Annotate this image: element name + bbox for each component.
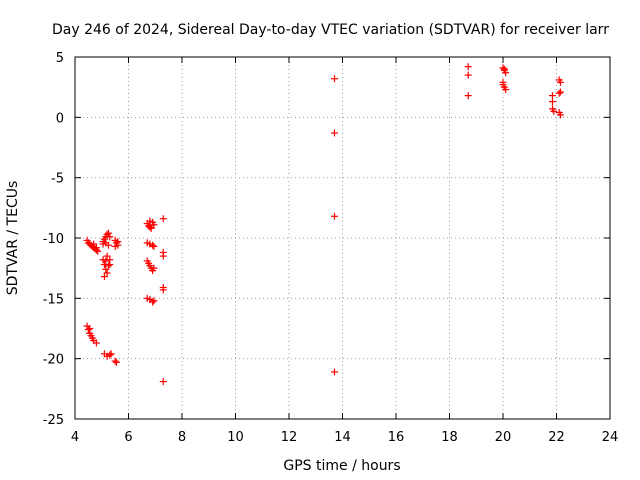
data-point <box>103 252 111 260</box>
data-point <box>159 378 167 386</box>
data-point <box>94 247 102 255</box>
data-point <box>104 262 112 270</box>
data-point <box>555 89 563 97</box>
data-point <box>557 111 565 119</box>
data-point <box>111 242 119 250</box>
y-tick-label: 0 <box>56 111 64 126</box>
data-point <box>100 273 108 281</box>
chart-title: Day 246 of 2024, Sidereal Day-to-day VTE… <box>52 22 609 38</box>
x-tick-label: 10 <box>227 430 244 445</box>
y-tick-label: -10 <box>43 232 64 247</box>
data-point <box>159 215 167 223</box>
data-point <box>147 224 155 232</box>
data-point <box>548 92 556 100</box>
data-point <box>464 71 472 79</box>
data-point <box>557 88 565 96</box>
y-tick-label: 5 <box>56 51 64 66</box>
x-tick-label: 20 <box>495 430 512 445</box>
data-point <box>102 257 110 265</box>
data-point <box>150 264 158 272</box>
data-point <box>502 86 510 94</box>
y-tick-label: -15 <box>43 292 64 307</box>
data-point <box>500 65 508 73</box>
data-point <box>111 357 119 365</box>
data-point <box>150 221 158 229</box>
x-tick-label: 12 <box>281 430 298 445</box>
data-point <box>107 350 115 358</box>
data-point <box>112 358 120 366</box>
axis-ticks: 4 6 8 10 12 14 16 18 20 22 24 -25 -20 -15 -10 -5 0 5 <box>43 51 619 445</box>
data-point <box>104 241 112 249</box>
y-tick-label: -25 <box>43 413 64 428</box>
data-points <box>83 63 565 386</box>
data-point <box>84 326 92 334</box>
x-tick-label: 18 <box>441 430 458 445</box>
data-point <box>102 265 110 273</box>
x-tick-label: 22 <box>548 430 565 445</box>
data-point <box>330 129 338 137</box>
data-point <box>149 241 157 249</box>
data-point <box>92 244 100 252</box>
data-point <box>146 223 154 231</box>
data-point <box>106 351 114 359</box>
data-point <box>550 107 558 115</box>
data-point <box>149 298 157 306</box>
x-tick-label: 4 <box>71 430 79 445</box>
data-point <box>464 92 472 100</box>
data-point <box>330 212 338 220</box>
data-point <box>90 240 98 248</box>
data-point <box>86 325 94 332</box>
data-point <box>499 78 507 86</box>
x-axis-label: GPS time / hours <box>283 458 400 474</box>
data-point <box>330 75 338 83</box>
data-point <box>92 339 100 347</box>
grid-lines <box>75 57 610 419</box>
data-point <box>159 286 167 294</box>
x-tick-label: 8 <box>178 430 186 445</box>
data-point <box>114 238 122 246</box>
y-tick-label: -20 <box>43 353 64 368</box>
data-point <box>464 63 472 71</box>
y-tick-label: -5 <box>51 172 64 187</box>
data-point <box>104 229 112 237</box>
x-tick-label: 6 <box>124 430 132 445</box>
data-point <box>106 261 114 269</box>
data-point <box>557 78 565 86</box>
x-tick-label: 16 <box>388 430 405 445</box>
data-point <box>150 242 158 250</box>
x-tick-label: 14 <box>334 430 351 445</box>
data-point <box>106 233 114 241</box>
data-point <box>150 297 158 305</box>
x-tick-label: 24 <box>602 430 619 445</box>
data-point <box>548 98 556 106</box>
data-point <box>159 252 167 260</box>
data-point <box>146 217 154 225</box>
data-point <box>103 269 111 277</box>
data-point <box>502 69 510 77</box>
data-point <box>330 368 338 376</box>
y-axis-label: SDTVAR / TECUs <box>5 181 21 296</box>
